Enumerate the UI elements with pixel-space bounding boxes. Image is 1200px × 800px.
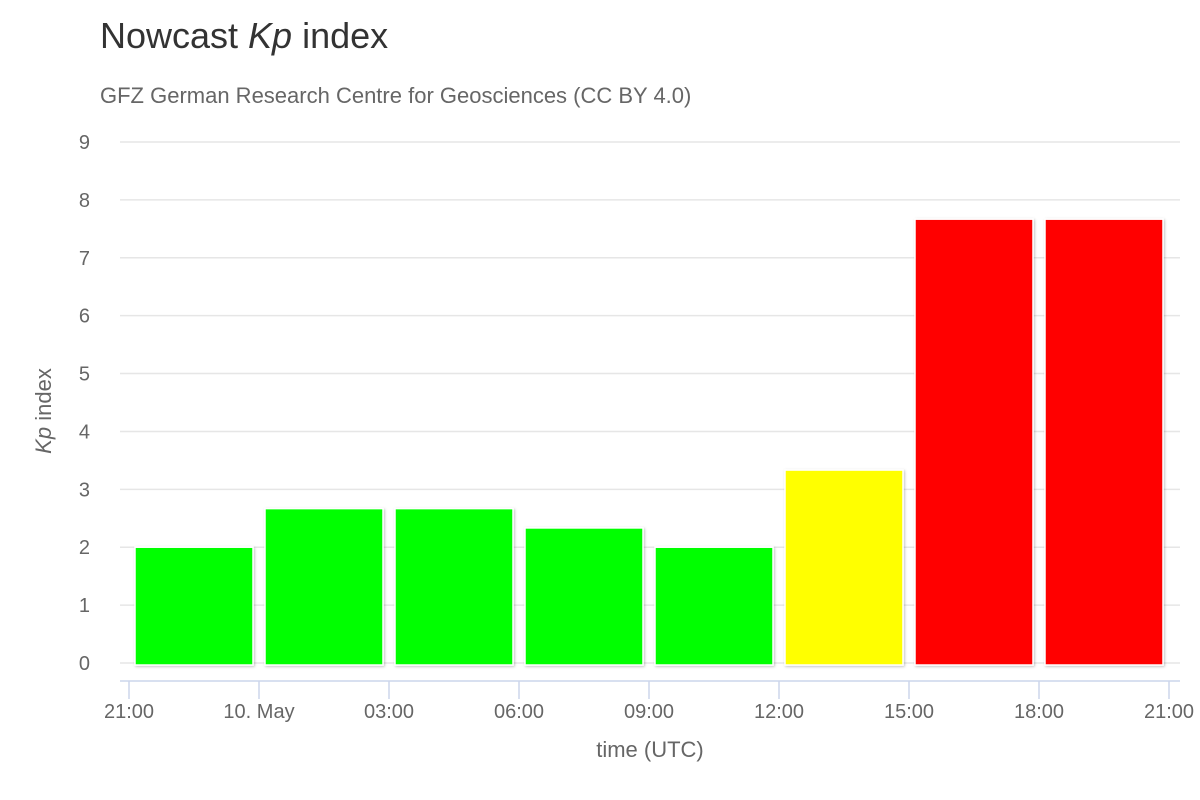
kp-bar[interactable] bbox=[1044, 218, 1164, 666]
y-tick-label: 8 bbox=[79, 190, 90, 212]
y-tick-label: 0 bbox=[79, 653, 90, 675]
bar-series bbox=[134, 218, 1164, 666]
x-tick-label: 12:00 bbox=[754, 701, 804, 723]
kp-bar[interactable] bbox=[524, 527, 644, 666]
y-tick-label: 3 bbox=[79, 479, 90, 501]
y-axis-title-italic: Kp bbox=[31, 427, 56, 454]
kp-bar[interactable] bbox=[784, 469, 904, 666]
x-tick-label: 03:00 bbox=[364, 701, 414, 723]
x-tick-label: 18:00 bbox=[1014, 701, 1064, 723]
chart-title: Nowcast Kp index bbox=[100, 15, 388, 56]
kp-bar[interactable] bbox=[654, 546, 774, 666]
chart-title-italic: Kp bbox=[248, 15, 292, 56]
y-axis-title-suffix: index bbox=[31, 368, 56, 427]
x-tick-label: 21:00 bbox=[1144, 701, 1194, 723]
y-tick-label: 1 bbox=[79, 595, 90, 617]
x-tick-labels: 21:00 10. May 03:00 06:00 09:00 12:00 15:00 18:… bbox=[104, 681, 1194, 723]
x-tick-label: 09:00 bbox=[624, 701, 674, 723]
kp-bar[interactable] bbox=[394, 507, 514, 666]
y-tick-label: 4 bbox=[79, 421, 90, 443]
x-tick-label: 10. May bbox=[223, 701, 294, 723]
x-tick-label: 21:00 bbox=[104, 701, 154, 723]
x-tick-label: 06:00 bbox=[494, 701, 544, 723]
y-tick-label: 9 bbox=[79, 132, 90, 154]
y-tick-label: 6 bbox=[79, 306, 90, 328]
kp-bar[interactable] bbox=[264, 507, 384, 666]
y-tick-label: 5 bbox=[79, 364, 90, 386]
y-tick-label: 7 bbox=[79, 248, 90, 270]
kp-bar[interactable] bbox=[914, 218, 1034, 666]
chart-subtitle: GFZ German Research Centre for Geoscienc… bbox=[100, 83, 691, 108]
y-tick-labels: 0 1 2 3 4 5 6 7 8 9 bbox=[79, 132, 90, 675]
chart-title-suffix: index bbox=[292, 15, 388, 56]
chart-title-prefix: Nowcast bbox=[100, 15, 248, 56]
y-axis-title: Kp index bbox=[31, 368, 56, 454]
x-tick-label: 15:00 bbox=[884, 701, 934, 723]
y-tick-label: 2 bbox=[79, 537, 90, 559]
x-axis-title: time (UTC) bbox=[596, 737, 704, 762]
kp-bar[interactable] bbox=[134, 546, 254, 666]
